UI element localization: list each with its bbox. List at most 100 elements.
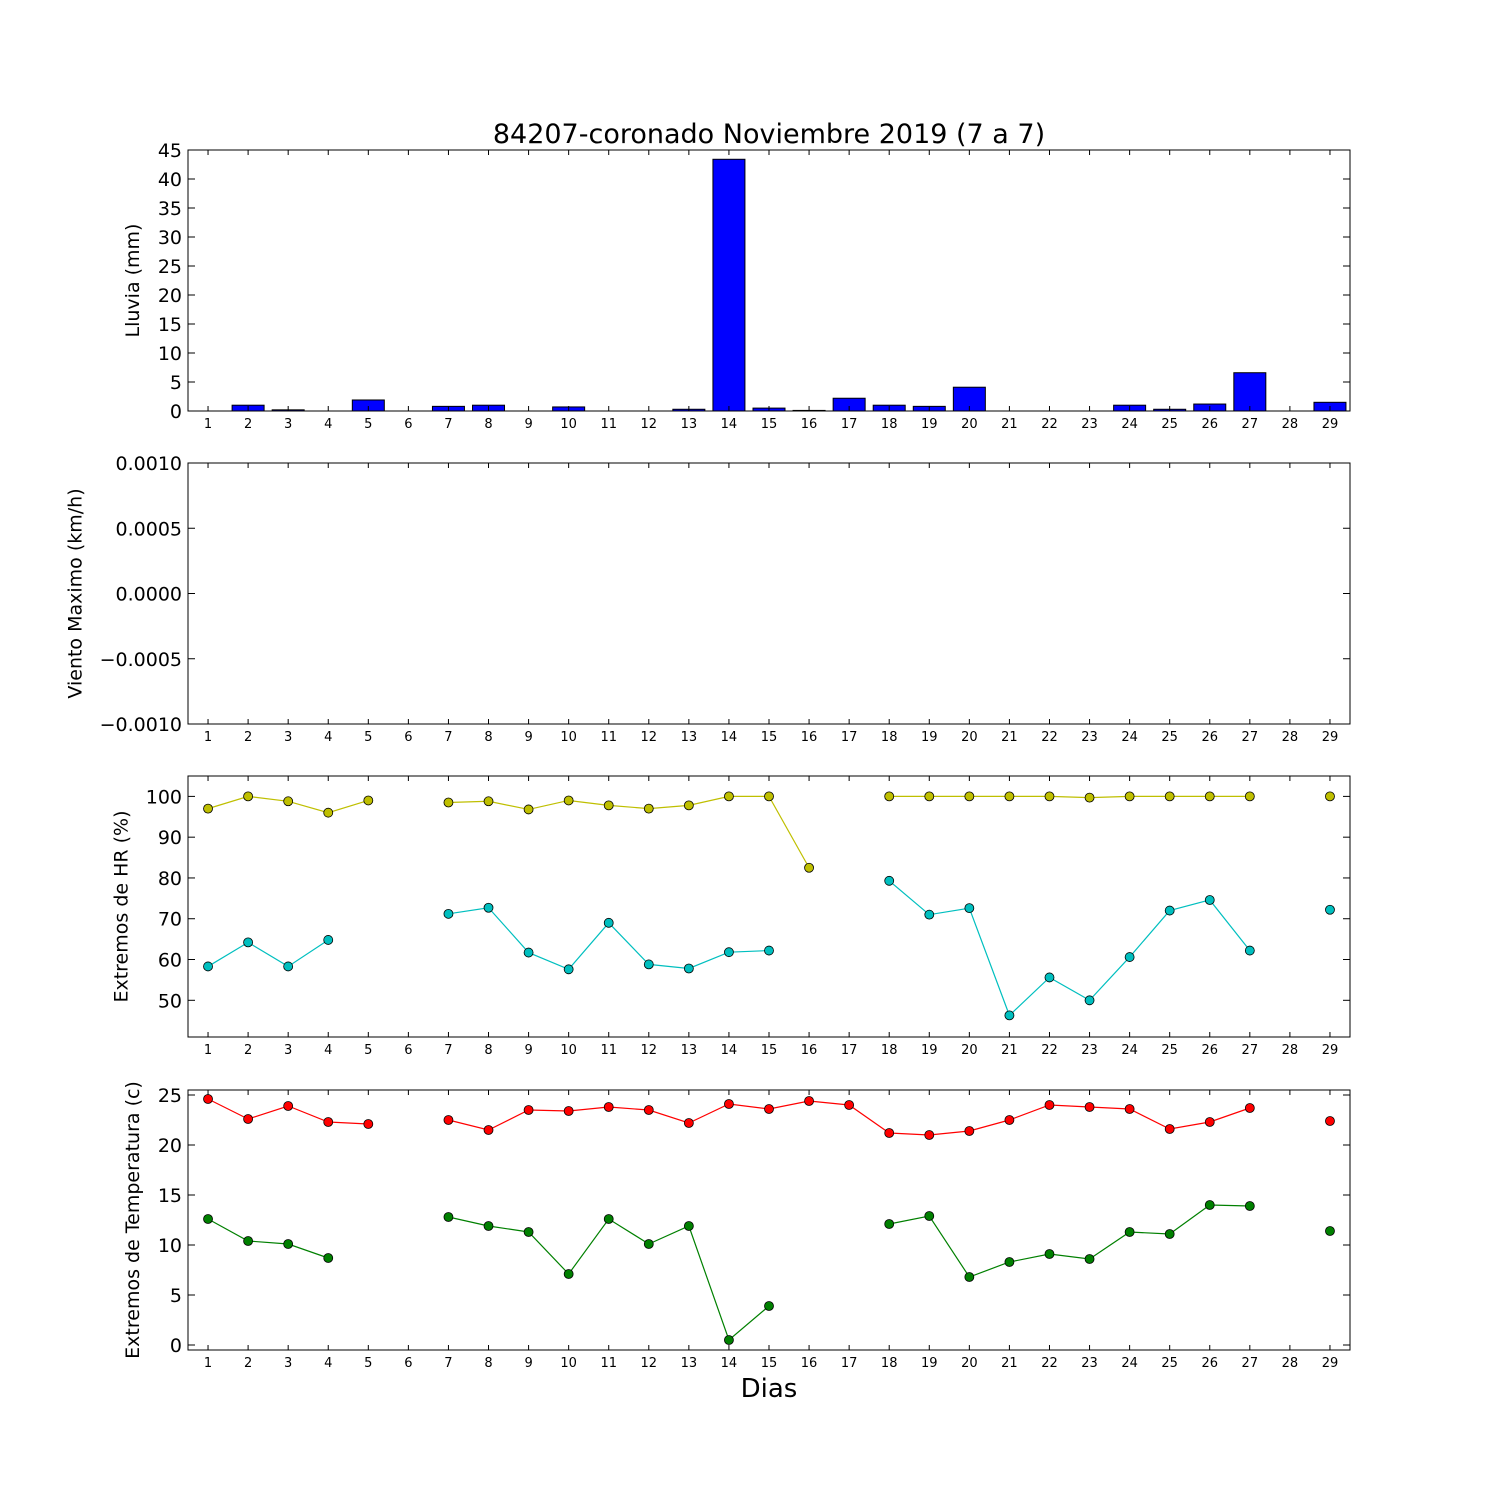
- viento-xtick-label-7: 7: [444, 730, 452, 745]
- lluvia-xtick-label-29: 29: [1322, 417, 1339, 432]
- hr-xtick-label-2: 2: [244, 1043, 252, 1058]
- temperatura-series-1-point-day-21: [1004, 1257, 1015, 1267]
- viento-xtick-label-16: 16: [801, 730, 818, 745]
- hr-ytick-label-0: 50: [158, 990, 182, 1012]
- hr-series-0-point-day-13: [683, 800, 694, 811]
- temperatura-series-0-point-day-8: [483, 1125, 494, 1135]
- lluvia-xtick-label-14: 14: [721, 417, 738, 432]
- hr-series-1-point-day-1: [203, 961, 213, 972]
- temperatura-series-0-point-day-14: [724, 1099, 734, 1109]
- lluvia-xtick-label-24: 24: [1121, 417, 1138, 432]
- hr-series-1-point-day-10: [563, 964, 574, 975]
- hr-xtick-label-13: 13: [681, 1043, 698, 1058]
- viento-xtick-label-14: 14: [721, 730, 738, 745]
- viento-xtick-label-21: 21: [1001, 730, 1018, 745]
- hr-xtick-label-5: 5: [364, 1043, 372, 1058]
- lluvia-ytick-label-4: 20: [158, 285, 182, 307]
- hr-series-1-point-day-18: [884, 875, 895, 886]
- temperatura-xtick-label-24: 24: [1121, 1356, 1138, 1371]
- lluvia-xtick-label-6: 6: [404, 417, 412, 432]
- hr-series-1-point-day-21: [1004, 1010, 1015, 1021]
- hr-series-1-line: [207, 939, 329, 968]
- temperatura-xtick-label-26: 26: [1201, 1356, 1218, 1371]
- lluvia-xtick-label-9: 9: [524, 417, 532, 432]
- temperatura-series-0-point-day-11: [603, 1102, 614, 1112]
- temperatura-series-1-line: [207, 1218, 329, 1259]
- temperatura-series-0-point-day-5: [363, 1119, 374, 1129]
- viento-xtick-label-19: 19: [921, 730, 938, 745]
- temperatura-series-0-point-day-27: [1244, 1103, 1255, 1113]
- temperatura-series-1-point-day-14: [724, 1335, 734, 1345]
- hr-series-1-point-day-15: [764, 945, 774, 956]
- temperatura-series-0-point-day-18: [884, 1128, 895, 1138]
- temperatura-series-0-point-day-13: [683, 1118, 694, 1128]
- hr-series-0-point-day-7: [443, 797, 454, 808]
- hr-series-0-point-day-4: [323, 807, 334, 818]
- x-axis-label: Dias: [741, 1374, 798, 1404]
- hr-xtick-label-7: 7: [444, 1043, 452, 1058]
- hr-series-0-point-day-15: [764, 791, 774, 802]
- temperatura-ytick-label-0: 0: [170, 1335, 182, 1357]
- temperatura-series-0-point-day-12: [643, 1105, 654, 1115]
- lluvia-xtick-label-2: 2: [244, 417, 252, 432]
- panel-temperatura: 1 2 3 4 5 6 7 8 9 10 11 12 13 14 15 16 17 18 19 20 21 22 23 24 2…: [122, 1081, 1351, 1371]
- hr-series-0-point-day-22: [1044, 791, 1055, 802]
- temperatura-series-1-point-day-12: [643, 1239, 654, 1249]
- hr-y-axis-label: Extremos de HR (%): [111, 810, 133, 1002]
- hr-series-1-line: [888, 880, 1251, 1017]
- lluvia-xtick-label-11: 11: [600, 417, 617, 432]
- temperatura-xtick-label-8: 8: [484, 1356, 492, 1371]
- lluvia-y-axis-label: Lluvia (mm): [122, 224, 144, 338]
- lluvia-xtick-label-3: 3: [284, 417, 292, 432]
- hr-series-0-point-day-14: [724, 791, 734, 802]
- hr-series-1-point-day-2: [243, 937, 254, 948]
- hr-series-0-point-day-26: [1204, 791, 1215, 802]
- hr-series-1-point-day-11: [603, 917, 614, 928]
- lluvia-xtick-label-27: 27: [1242, 417, 1259, 432]
- temperatura-series-1-point-day-7: [443, 1212, 454, 1222]
- temperatura-series-1-point-day-26: [1204, 1200, 1215, 1210]
- viento-xtick-label-17: 17: [841, 730, 858, 745]
- hr-series-0-point-day-11: [603, 800, 614, 811]
- temperatura-series-0-point-day-22: [1044, 1100, 1055, 1110]
- viento-xtick-label-12: 12: [641, 730, 658, 745]
- temperatura-series-1-point-day-10: [563, 1269, 574, 1279]
- hr-series-0-point-day-16: [804, 862, 814, 873]
- temperatura-series-0-point-day-26: [1204, 1117, 1215, 1127]
- hr-xtick-label-16: 16: [801, 1043, 818, 1058]
- hr-xtick-label-27: 27: [1242, 1043, 1259, 1058]
- temperatura-series-0-point-day-10: [563, 1106, 574, 1116]
- temperatura-series-0-point-day-24: [1124, 1104, 1135, 1114]
- lluvia-xtick-label-17: 17: [841, 417, 858, 432]
- lluvia-xtick-label-25: 25: [1161, 417, 1178, 432]
- hr-xtick-label-29: 29: [1322, 1043, 1339, 1058]
- temperatura-series-1-point-day-24: [1124, 1227, 1135, 1237]
- temperatura-xtick-label-23: 23: [1081, 1356, 1098, 1371]
- temperatura-series-1-point-day-4: [323, 1253, 334, 1263]
- lluvia-ytick-label-7: 35: [158, 198, 182, 220]
- lluvia-xtick-label-28: 28: [1282, 417, 1299, 432]
- temperatura-series-0-point-day-2: [243, 1114, 254, 1124]
- lluvia-bar-day-14: [712, 158, 746, 412]
- temperatura-series-1-point-day-18: [884, 1219, 895, 1229]
- temperatura-xtick-label-16: 16: [801, 1356, 818, 1371]
- viento-xtick-label-4: 4: [324, 730, 332, 745]
- hr-xtick-label-15: 15: [761, 1043, 778, 1058]
- temperatura-xtick-label-22: 22: [1041, 1356, 1058, 1371]
- temperatura-xtick-label-20: 20: [961, 1356, 978, 1371]
- hr-xtick-label-6: 6: [404, 1043, 412, 1058]
- temperatura-series-1-point-day-20: [964, 1272, 975, 1282]
- hr-series-1-point-day-19: [924, 909, 935, 920]
- hr-series-1-point-day-25: [1164, 905, 1175, 916]
- hr-series-0-point-day-1: [203, 803, 213, 814]
- lluvia-ytick-label-5: 25: [158, 256, 182, 278]
- hr-xtick-label-20: 20: [961, 1043, 978, 1058]
- hr-series-1-point-day-26: [1204, 895, 1215, 905]
- temperatura-ytick-label-4: 20: [158, 1135, 182, 1157]
- viento-y-axis-label: Viento Maximo (km/h): [65, 488, 87, 698]
- hr-ytick-label-1: 60: [158, 950, 182, 972]
- viento-xtick-label-5: 5: [364, 730, 372, 745]
- hr-series-0-point-day-20: [964, 791, 975, 802]
- hr-xtick-label-3: 3: [284, 1043, 292, 1058]
- hr-xtick-label-17: 17: [841, 1043, 858, 1058]
